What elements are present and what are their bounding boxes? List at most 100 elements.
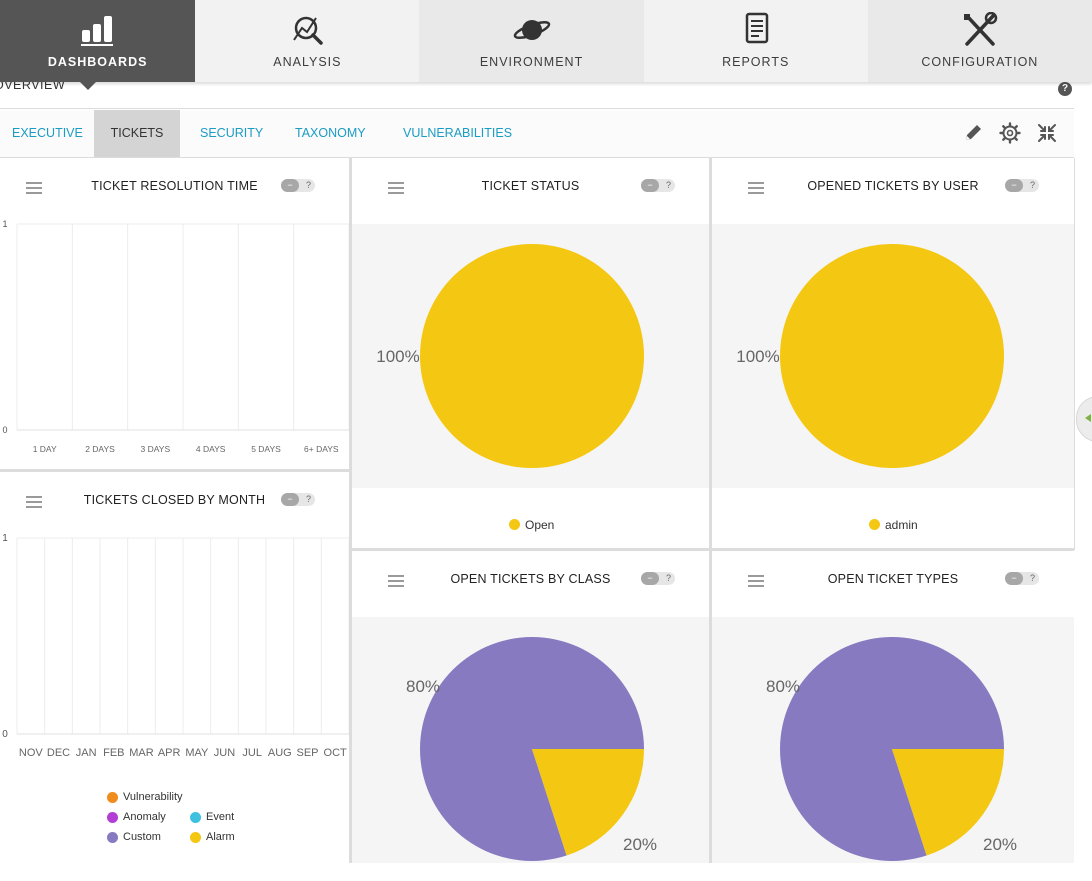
widget-menu-icon[interactable] (26, 182, 42, 194)
widget-opened-tickets-by-user: OPENED TICKETS BY USER − ? 100% admin (712, 158, 1074, 548)
widget-title: OPEN TICKET TYPES (827, 572, 959, 586)
x-tick-label: 5 DAYS (251, 444, 281, 454)
side-panel-toggle[interactable] (1076, 396, 1092, 442)
legend-swatch (509, 519, 520, 530)
breadcrumb-divider (0, 108, 1074, 109)
widget-menu-icon[interactable] (748, 575, 764, 587)
closed-by-month-bar-chart: 0 1 NOV DEC JAN FEB MAR APR MAY JUN JUL AUG SEP OCT (2, 533, 349, 759)
toggle-minus: − (641, 572, 659, 585)
toggle-minus: − (281, 493, 299, 506)
magnifier-chart-icon (293, 16, 324, 45)
x-tick-label: FEB (103, 747, 124, 759)
y-tick-label: 0 (2, 729, 8, 740)
widget-open-tickets-by-class: OPEN TICKETS BY CLASS − ? 80% 20% (352, 551, 709, 863)
x-tick-label: JAN (76, 747, 97, 759)
ticket-types-pie-chart: 80% 20% (766, 637, 1017, 861)
toggle-minus: − (641, 179, 659, 192)
x-tick-label: OCT (324, 747, 348, 759)
x-tick-label: MAR (129, 747, 154, 759)
x-tick-label: 6+ DAYS (304, 444, 339, 454)
widget-title: TICKET STATUS (481, 179, 580, 193)
nav-label: ANALYSIS (273, 55, 342, 69)
pie-slice (420, 244, 644, 468)
widget-open-ticket-types: OPEN TICKET TYPES − ? 80% 20% (712, 551, 1074, 863)
bar-chart-icon (80, 16, 113, 46)
toggle-help: ? (305, 494, 311, 504)
tickets-by-class-pie-chart: 80% 20% (406, 637, 657, 861)
data-label: 80% (406, 677, 440, 696)
x-tick-label: 3 DAYS (141, 444, 171, 454)
widget-toggle[interactable]: − ? (281, 179, 315, 192)
data-label: 20% (983, 835, 1017, 854)
widget-menu-icon[interactable] (388, 182, 404, 194)
x-tick-label: 4 DAYS (196, 444, 226, 454)
tab-vulnerabilities[interactable]: VULNERABILITIES (403, 126, 513, 140)
row-divider (352, 548, 1074, 551)
tab-tickets[interactable]: TICKETS (94, 110, 180, 157)
widget-toggle[interactable]: − ? (1005, 179, 1039, 192)
column-divider (709, 158, 712, 863)
nav-dashboards[interactable]: DASHBOARDS (0, 0, 196, 82)
gear-icon[interactable] (999, 122, 1021, 144)
legend-label: Anomaly (123, 811, 166, 823)
toggle-minus: − (281, 179, 299, 192)
pencil-icon[interactable] (962, 122, 984, 144)
widget-menu-icon[interactable] (26, 496, 42, 508)
resolution-bar-chart: 0 1 1 DAY 2 DAYS 3 DAYS 4 DAYS 5 DAYS 6+ DAYS (2, 219, 349, 454)
legend-label: Alarm (206, 831, 235, 843)
legend-swatch (107, 792, 118, 803)
legend-swatch (107, 812, 118, 823)
widget-menu-icon[interactable] (748, 182, 764, 194)
toggle-help: ? (1029, 180, 1035, 190)
toggle-minus: − (1005, 572, 1023, 585)
nav-analysis[interactable]: ANALYSIS (195, 0, 419, 82)
nav-label: CONFIGURATION (921, 55, 1039, 69)
help-icon[interactable]: ? (1058, 82, 1072, 96)
data-label: 80% (766, 677, 800, 696)
x-tick-label: NOV (19, 747, 44, 759)
widget-menu-icon[interactable] (388, 575, 404, 587)
toggle-help: ? (665, 573, 671, 583)
pie-slice (532, 749, 644, 856)
x-tick-label: DEC (47, 747, 70, 759)
x-tick-label: 1 DAY (33, 444, 57, 454)
tab-taxonomy[interactable]: TAXONOMY (295, 126, 366, 140)
x-tick-label: APR (158, 747, 181, 759)
widget-toggle[interactable]: − ? (1005, 572, 1039, 585)
widget-toggle[interactable]: − ? (641, 572, 675, 585)
planet-icon (513, 20, 550, 40)
nav-reports[interactable]: REPORTS (644, 0, 868, 82)
widget-toggle[interactable]: − ? (641, 179, 675, 192)
column-divider (349, 158, 352, 863)
collapse-icon[interactable] (1036, 122, 1058, 144)
y-tick-label: 0 (2, 425, 7, 435)
widget-title: OPENED TICKETS BY USER (807, 179, 979, 193)
legend-label: Vulnerability (123, 791, 183, 803)
nav-label: ENVIRONMENT (479, 55, 584, 69)
nav-label: DASHBOARDS (47, 55, 148, 69)
tab-executive[interactable]: EXECUTIVE (12, 126, 83, 140)
dashboard-tab-bar: EXECUTIVE TICKETS SECURITY TAXONOMY VULN… (0, 110, 1074, 158)
x-tick-label: JUN (214, 747, 235, 759)
nav-configuration[interactable]: CONFIGURATION (867, 0, 1092, 82)
widget-ticket-status: TICKET STATUS − ? 100% Open (352, 158, 709, 548)
data-label: 100% (736, 347, 779, 366)
y-tick-label: 1 (2, 533, 8, 544)
legend-label: Custom (123, 831, 161, 843)
widget-tickets-closed-by-month: TICKETS CLOSED BY MONTH − ? 0 1 NOV DEC JAN F… (0, 472, 349, 863)
row-divider (0, 469, 350, 472)
legend-swatch (107, 832, 118, 843)
pie-slice (892, 749, 1004, 856)
toggle-minus: − (1005, 179, 1023, 192)
x-tick-label: AUG (268, 747, 292, 759)
ticket-status-pie-chart: 100% (376, 244, 644, 468)
tickets-by-user-pie-chart: 100% (736, 244, 1004, 468)
widget-title: TICKETS CLOSED BY MONTH (83, 493, 266, 507)
widget-toggle[interactable]: − ? (281, 493, 315, 506)
tab-security[interactable]: SECURITY (200, 126, 264, 140)
nav-environment[interactable]: ENVIRONMENT (419, 0, 644, 82)
widget-title: OPEN TICKETS BY CLASS (450, 572, 611, 586)
column-divider (1074, 158, 1075, 550)
widget-title: TICKET RESOLUTION TIME (91, 179, 258, 193)
active-nav-caret (80, 82, 96, 90)
